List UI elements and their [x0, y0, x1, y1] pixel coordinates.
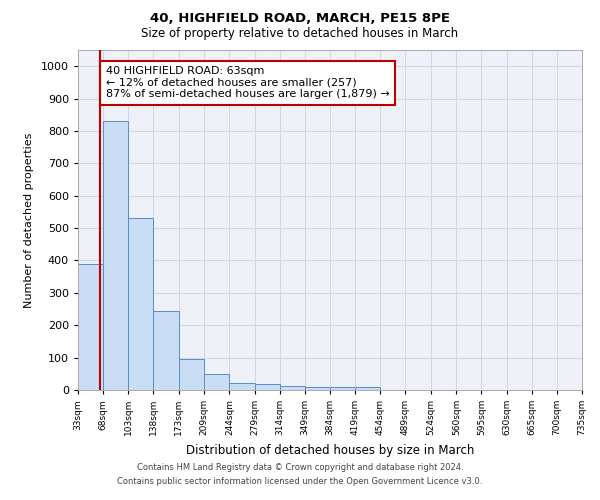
Bar: [355, 388, 380, 390]
Text: Contains public sector information licensed under the Open Government Licence v3: Contains public sector information licen…: [118, 477, 482, 486]
Text: 40, HIGHFIELD ROAD, MARCH, PE15 8PE: 40, HIGHFIELD ROAD, MARCH, PE15 8PE: [150, 12, 450, 26]
Bar: [330, 388, 355, 390]
Bar: [154, 310, 179, 390]
Bar: [254, 384, 280, 390]
Bar: [229, 383, 254, 390]
Bar: [179, 359, 205, 390]
Bar: [128, 218, 154, 390]
Y-axis label: Number of detached properties: Number of detached properties: [24, 132, 34, 308]
X-axis label: Distribution of detached houses by size in March: Distribution of detached houses by size …: [186, 444, 474, 456]
Bar: [103, 121, 128, 390]
Bar: [205, 374, 229, 390]
Text: Size of property relative to detached houses in March: Size of property relative to detached ho…: [142, 28, 458, 40]
Text: 40 HIGHFIELD ROAD: 63sqm
← 12% of detached houses are smaller (257)
87% of semi-: 40 HIGHFIELD ROAD: 63sqm ← 12% of detach…: [106, 66, 390, 100]
Bar: [78, 264, 103, 390]
Bar: [280, 386, 305, 390]
Bar: [305, 387, 330, 390]
Text: Contains HM Land Registry data © Crown copyright and database right 2024.: Contains HM Land Registry data © Crown c…: [137, 464, 463, 472]
